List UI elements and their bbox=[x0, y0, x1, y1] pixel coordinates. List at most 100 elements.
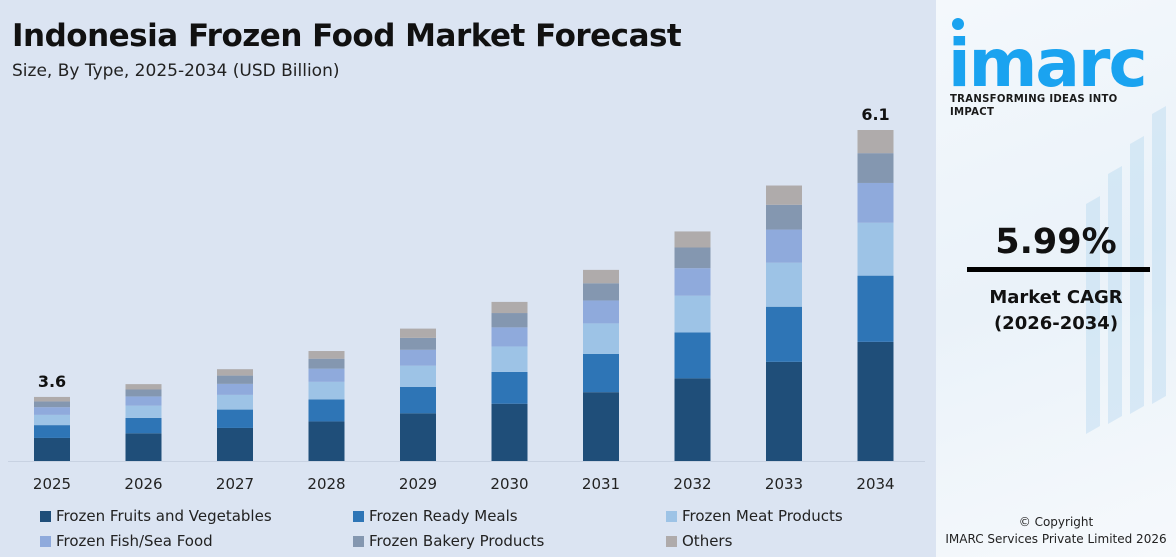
legend-item: Frozen Ready Meals bbox=[353, 507, 518, 525]
bar-segment-2026-2 bbox=[125, 405, 162, 418]
copyright: © Copyright IMARC Services Private Limit… bbox=[936, 514, 1176, 548]
bar-segment-2034-2 bbox=[857, 222, 894, 276]
bar-segment-2033-4 bbox=[766, 204, 802, 230]
x-tick-label: 2025 bbox=[33, 475, 71, 493]
bar-segment-2034-5 bbox=[857, 130, 894, 154]
data-label-total: 6.1 bbox=[861, 105, 889, 124]
bar-segment-2031-3 bbox=[583, 300, 619, 324]
bar-segment-2028-5 bbox=[308, 351, 345, 359]
bar-segment-2033-2 bbox=[766, 262, 802, 307]
bar-segment-2032-4 bbox=[674, 247, 711, 269]
bar-segment-2025-4 bbox=[34, 401, 70, 408]
bar-segment-2026-3 bbox=[125, 396, 162, 406]
bar-segment-2026-1 bbox=[125, 417, 162, 434]
legend-label: Others bbox=[682, 532, 733, 550]
bar-segment-2029-3 bbox=[400, 349, 436, 366]
bar-segment-2033-1 bbox=[766, 306, 802, 362]
bar-segment-2028-4 bbox=[308, 358, 345, 369]
x-tick-label: 2028 bbox=[307, 475, 345, 493]
chart-panel: Indonesia Frozen Food Market Forecast Si… bbox=[8, 18, 925, 550]
brand-panel: imarc TRANSFORMING IDEAS INTO IMPACT 5.9… bbox=[936, 0, 1176, 557]
legend-label: Frozen Bakery Products bbox=[369, 532, 545, 550]
legend-item: Frozen Bakery Products bbox=[353, 532, 544, 550]
bar-segment-2029-5 bbox=[400, 328, 436, 338]
bar-segment-2031-4 bbox=[583, 283, 619, 301]
bar-segment-2029-0 bbox=[400, 413, 436, 461]
bar-segment-2031-2 bbox=[583, 323, 619, 354]
bar-segment-2033-3 bbox=[766, 229, 802, 263]
bar-segment-2030-4 bbox=[491, 313, 528, 328]
bar-segment-2034-1 bbox=[857, 275, 894, 342]
bar-segment-2028-1 bbox=[308, 399, 345, 422]
legend-label: Frozen Fish/Sea Food bbox=[56, 532, 213, 550]
data-label-total: 3.6 bbox=[38, 372, 66, 391]
bar-segment-2029-1 bbox=[400, 386, 436, 414]
legend-swatch bbox=[666, 510, 677, 522]
imarc-logo: imarc bbox=[948, 18, 1148, 93]
bar-segment-2029-2 bbox=[400, 365, 436, 387]
bar-segment-2027-5 bbox=[217, 369, 253, 376]
legend-swatch bbox=[353, 535, 364, 547]
x-tick-label: 2030 bbox=[490, 475, 528, 493]
bar-segment-2025-0 bbox=[34, 437, 70, 461]
bar-segment-2025-3 bbox=[34, 407, 70, 415]
bar-segment-2028-3 bbox=[308, 368, 345, 382]
x-tick-label: 2032 bbox=[673, 475, 711, 493]
bar-segment-2032-0 bbox=[674, 378, 711, 461]
bar-segment-2030-3 bbox=[491, 327, 528, 347]
legend-label: Frozen Ready Meals bbox=[369, 507, 518, 525]
x-tick-label: 2027 bbox=[216, 475, 254, 493]
legend-swatch bbox=[353, 510, 364, 522]
bar-segment-2030-1 bbox=[491, 371, 528, 404]
copyright-company: IMARC Services Private Limited 2026 bbox=[945, 532, 1167, 546]
svg-text:imarc: imarc bbox=[948, 25, 1146, 93]
bar-segment-2031-5 bbox=[583, 269, 619, 284]
bar-segment-2032-1 bbox=[674, 332, 711, 379]
x-tick-label: 2033 bbox=[765, 475, 803, 493]
x-tick-label: 2034 bbox=[856, 475, 894, 493]
legend-swatch bbox=[666, 535, 677, 547]
cagr-period: (2026-2034) bbox=[993, 313, 1119, 334]
bar-segment-2032-2 bbox=[674, 295, 711, 333]
bar-segment-2027-4 bbox=[217, 375, 253, 384]
cagr-label: Market CAGR (2026-2034) bbox=[936, 285, 1176, 337]
bar-segment-2034-3 bbox=[857, 182, 894, 223]
bar-segment-2028-0 bbox=[308, 421, 345, 461]
cagr-label-text: Market CAGR bbox=[989, 287, 1123, 308]
bar-segment-2027-2 bbox=[217, 394, 253, 410]
bar-segment-2033-0 bbox=[766, 361, 802, 461]
chart-title: Indonesia Frozen Food Market Forecast bbox=[12, 18, 682, 54]
bar-segment-2029-4 bbox=[400, 337, 436, 350]
tagline: TRANSFORMING IDEAS INTO IMPACT bbox=[950, 92, 1118, 118]
bar-segment-2032-3 bbox=[674, 268, 711, 296]
bar-segment-2032-5 bbox=[674, 231, 711, 248]
bar-segment-2027-3 bbox=[217, 383, 253, 395]
x-tick-label: 2031 bbox=[582, 475, 620, 493]
bar-segment-2034-4 bbox=[857, 153, 894, 183]
bar-segment-2026-4 bbox=[125, 389, 162, 397]
bar-segment-2033-5 bbox=[766, 185, 802, 205]
bar-segment-2026-0 bbox=[125, 433, 162, 461]
bar-segment-2028-2 bbox=[308, 381, 345, 400]
bar-segment-2030-5 bbox=[491, 301, 528, 314]
bar-segment-2027-0 bbox=[217, 427, 253, 461]
legend-item: Frozen Fruits and Vegetables bbox=[40, 507, 272, 525]
stacked-bar-chart: 2025 3.6 2026 2027 2028 2029 2030 2031 2032 2033 2… bbox=[8, 105, 925, 493]
bar-segment-2026-5 bbox=[125, 384, 162, 390]
bar-segment-2031-0 bbox=[583, 392, 619, 461]
bar-segment-2025-1 bbox=[34, 425, 70, 438]
x-tick-label: 2029 bbox=[399, 475, 437, 493]
x-tick-label: 2026 bbox=[124, 475, 162, 493]
bar-segment-2030-0 bbox=[491, 403, 528, 461]
cagr-value: 5.99% bbox=[995, 222, 1117, 262]
divider bbox=[967, 267, 1150, 272]
legend-label: Frozen Fruits and Vegetables bbox=[56, 507, 272, 525]
legend-swatch bbox=[40, 535, 51, 547]
bar-segment-2025-5 bbox=[34, 396, 70, 402]
legend-swatch bbox=[40, 510, 51, 522]
chart-subtitle: Size, By Type, 2025-2034 (USD Billion) bbox=[12, 61, 340, 81]
legend-label: Frozen Meat Products bbox=[682, 507, 843, 525]
bar-segment-2031-1 bbox=[583, 353, 619, 393]
copyright-symbol-text: © Copyright bbox=[1018, 515, 1094, 529]
bar-segment-2034-0 bbox=[857, 341, 894, 461]
